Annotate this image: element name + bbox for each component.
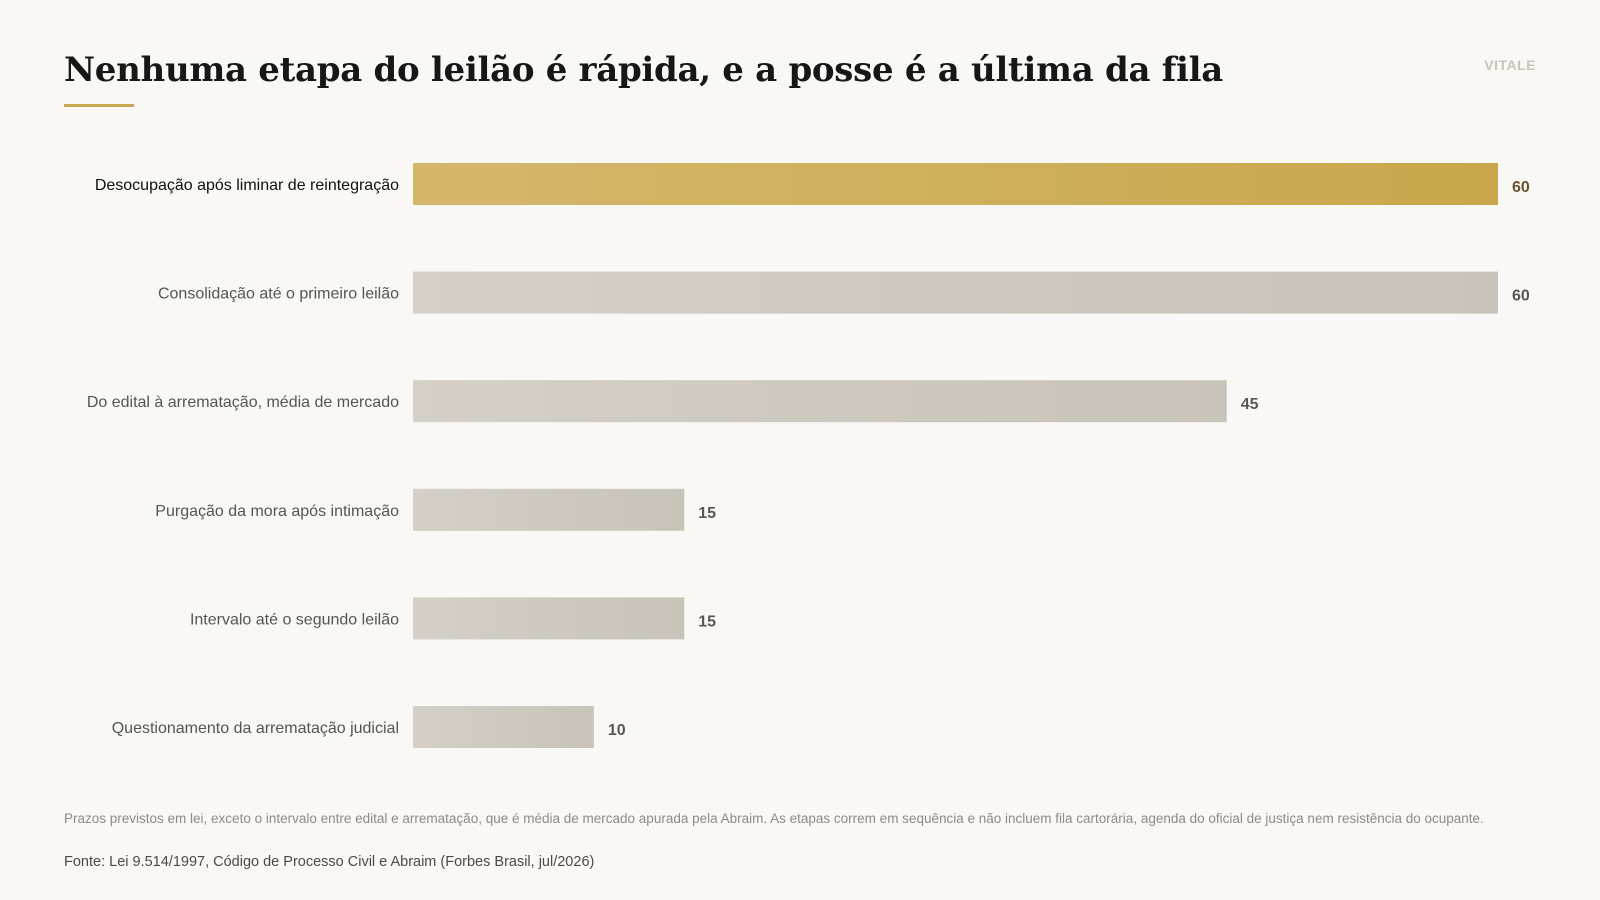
category-label: Questionamento da arrematação judicial bbox=[112, 720, 399, 737]
value-label: 15 bbox=[698, 613, 716, 630]
bar-chart: Desocupação após liminar de reintegração… bbox=[87, 163, 1530, 748]
bar bbox=[413, 706, 594, 748]
bar bbox=[413, 271, 1498, 314]
title-underline bbox=[64, 104, 134, 107]
category-label: Purgação da mora após intimação bbox=[155, 503, 399, 520]
bars-group: Desocupação após liminar de reintegração… bbox=[87, 163, 1530, 748]
value-label: 60 bbox=[1512, 288, 1530, 305]
category-label: Desocupação após liminar de reintegração bbox=[95, 177, 399, 194]
chart-title: Nenhuma etapa do leilão é rápida, e a po… bbox=[64, 50, 1224, 90]
value-label: 10 bbox=[608, 722, 626, 739]
value-label: 60 bbox=[1512, 179, 1530, 196]
category-label: Consolidação até o primeiro leilão bbox=[158, 286, 399, 303]
bar bbox=[413, 597, 685, 640]
category-label: Do edital à arrematação, média de mercad… bbox=[87, 394, 399, 411]
source-citation: Fonte: Lei 9.514/1997, Código de Process… bbox=[64, 854, 595, 870]
bar-highlighted bbox=[413, 163, 1498, 205]
bar bbox=[413, 488, 685, 531]
value-label: 15 bbox=[698, 505, 716, 522]
value-label: 45 bbox=[1241, 396, 1259, 413]
footnote: Prazos previstos em lei, exceto o interv… bbox=[64, 811, 1484, 826]
bar bbox=[413, 380, 1227, 423]
brand-logo: VITALE bbox=[1484, 57, 1536, 73]
category-label: Intervalo até o segundo leilão bbox=[190, 611, 399, 628]
